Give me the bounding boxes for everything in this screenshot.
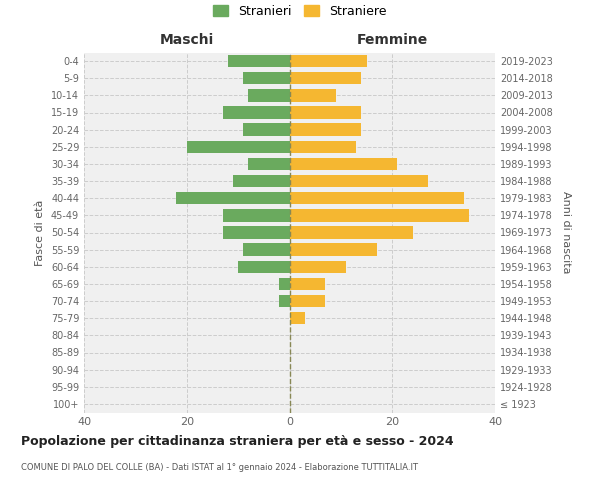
Bar [176, 192, 290, 204]
Text: Maschi: Maschi [160, 33, 214, 47]
Bar [290, 89, 336, 102]
Text: Femmine: Femmine [356, 33, 428, 47]
Bar [290, 312, 305, 324]
Bar [243, 124, 290, 136]
Bar [290, 158, 397, 170]
Bar [228, 55, 290, 67]
Bar [279, 295, 290, 307]
Bar [290, 72, 361, 85]
Bar [290, 260, 346, 273]
Bar [290, 278, 325, 290]
Bar [290, 175, 428, 187]
Bar [223, 209, 290, 222]
Y-axis label: Fasce di età: Fasce di età [35, 200, 45, 266]
Bar [243, 72, 290, 85]
Bar [290, 295, 325, 307]
Text: COMUNE DI PALO DEL COLLE (BA) - Dati ISTAT al 1° gennaio 2024 - Elaborazione TUT: COMUNE DI PALO DEL COLLE (BA) - Dati IST… [21, 462, 418, 471]
Y-axis label: Anni di nascita: Anni di nascita [561, 191, 571, 274]
Bar [233, 175, 290, 187]
Bar [290, 106, 361, 118]
Bar [290, 124, 361, 136]
Bar [223, 106, 290, 118]
Bar [187, 140, 290, 153]
Bar [248, 89, 290, 102]
Bar [243, 244, 290, 256]
Bar [290, 244, 377, 256]
Bar [223, 226, 290, 238]
Bar [290, 226, 413, 238]
Bar [290, 209, 469, 222]
Text: Popolazione per cittadinanza straniera per età e sesso - 2024: Popolazione per cittadinanza straniera p… [21, 435, 454, 448]
Bar [290, 192, 464, 204]
Bar [248, 158, 290, 170]
Bar [290, 140, 356, 153]
Legend: Stranieri, Straniere: Stranieri, Straniere [208, 0, 392, 23]
Bar [238, 260, 290, 273]
Bar [290, 55, 367, 67]
Bar [279, 278, 290, 290]
